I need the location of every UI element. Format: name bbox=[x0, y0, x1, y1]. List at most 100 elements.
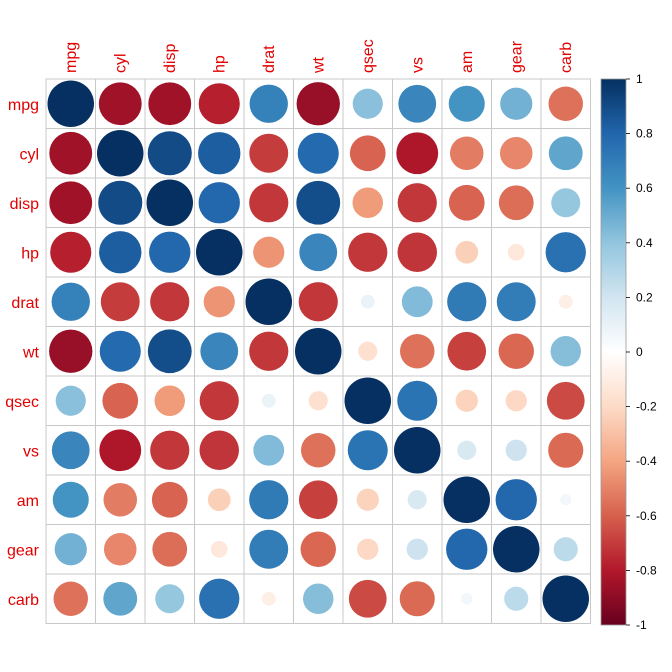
corr-circle-gear-vs bbox=[406, 538, 428, 560]
corr-circle-disp-cyl bbox=[98, 180, 143, 225]
corr-circle-am-disp bbox=[151, 481, 188, 518]
corr-circle-drat-qsec bbox=[360, 294, 375, 309]
corr-circle-carb-cyl bbox=[103, 581, 138, 616]
corr-circle-disp-am bbox=[448, 184, 485, 221]
row-label-gear: gear bbox=[7, 542, 40, 559]
corr-circle-qsec-drat bbox=[261, 393, 276, 408]
corr-circle-disp-wt bbox=[296, 180, 341, 225]
corr-circle-am-vs bbox=[407, 490, 427, 510]
corr-circle-mpg-wt bbox=[296, 82, 340, 126]
corr-circle-cyl-hp bbox=[198, 132, 241, 175]
corr-circle-carb-disp bbox=[155, 584, 185, 614]
column-label-mpg: mpg bbox=[63, 42, 80, 73]
corr-circle-vs-gear bbox=[505, 439, 527, 461]
corr-circle-qsec-hp bbox=[199, 381, 239, 421]
column-label-drat: drat bbox=[261, 45, 278, 73]
column-label-gear: gear bbox=[508, 40, 525, 73]
corr-circle-gear-am bbox=[446, 528, 488, 570]
corr-circle-am-gear bbox=[495, 479, 537, 521]
corr-circle-hp-hp bbox=[196, 229, 243, 276]
column-label-carb: carb bbox=[558, 42, 575, 73]
corr-circle-vs-disp bbox=[150, 430, 190, 470]
corr-circle-drat-hp bbox=[203, 286, 235, 318]
corr-circle-wt-drat bbox=[249, 331, 289, 371]
corr-circle-cyl-carb bbox=[548, 136, 583, 171]
corr-circle-carb-qsec bbox=[348, 579, 387, 618]
corr-circle-qsec-qsec bbox=[344, 377, 391, 424]
corr-circle-disp-gear bbox=[498, 185, 534, 221]
corr-circle-gear-carb bbox=[553, 537, 578, 562]
corr-circle-mpg-disp bbox=[148, 82, 192, 126]
corr-circle-qsec-carb bbox=[546, 381, 585, 420]
corr-circle-drat-wt bbox=[298, 282, 338, 322]
corr-circle-wt-vs bbox=[400, 334, 435, 369]
corr-circle-carb-am bbox=[461, 593, 473, 605]
corr-circle-cyl-drat bbox=[249, 133, 289, 173]
corr-circle-wt-wt bbox=[295, 328, 342, 375]
colorbar-tick-label: 1 bbox=[636, 72, 643, 86]
corr-circle-disp-vs bbox=[397, 183, 437, 223]
corr-circle-vs-vs bbox=[394, 427, 441, 474]
corr-circle-am-mpg bbox=[52, 481, 89, 518]
corr-circle-carb-vs bbox=[399, 581, 435, 617]
corr-circle-mpg-gear bbox=[500, 87, 533, 120]
row-label-drat: drat bbox=[11, 295, 39, 312]
column-label-qsec: qsec bbox=[360, 39, 377, 73]
corr-circle-qsec-wt bbox=[308, 391, 328, 411]
corr-circle-vs-wt bbox=[301, 433, 336, 468]
corr-circle-gear-drat bbox=[249, 529, 289, 569]
corr-circle-am-wt bbox=[298, 480, 338, 520]
corr-circle-hp-vs bbox=[397, 232, 437, 272]
corr-circle-cyl-cyl bbox=[97, 130, 144, 177]
row-label-qsec: qsec bbox=[5, 394, 39, 411]
corr-circle-carb-mpg bbox=[53, 581, 88, 616]
corr-circle-cyl-gear bbox=[499, 136, 533, 170]
corr-circle-mpg-qsec bbox=[352, 88, 383, 119]
corr-circle-cyl-vs bbox=[396, 132, 439, 175]
row-label-mpg: mpg bbox=[8, 97, 39, 114]
corr-circle-am-carb bbox=[560, 494, 572, 506]
row-label-hp: hp bbox=[21, 245, 39, 262]
corr-circle-cyl-qsec bbox=[349, 135, 386, 172]
corr-circle-vs-qsec bbox=[347, 430, 388, 471]
corr-circle-disp-drat bbox=[249, 183, 289, 223]
corr-circle-qsec-disp bbox=[154, 385, 185, 416]
corr-circle-carb-carb bbox=[542, 575, 589, 622]
colorbar-tick-label: 0.6 bbox=[636, 181, 653, 195]
corr-circle-wt-mpg bbox=[49, 329, 93, 373]
corr-circle-drat-drat bbox=[245, 278, 292, 325]
corr-circle-gear-cyl bbox=[103, 532, 137, 566]
corr-circle-gear-wt bbox=[300, 531, 336, 567]
corr-circle-cyl-wt bbox=[297, 132, 339, 174]
row-label-carb: carb bbox=[8, 592, 39, 609]
corr-circle-disp-qsec bbox=[352, 187, 383, 218]
corr-circle-disp-mpg bbox=[49, 181, 93, 225]
colorbar-tick-label: -0.4 bbox=[636, 454, 657, 468]
corr-circle-hp-mpg bbox=[50, 231, 92, 273]
corr-circle-qsec-vs bbox=[397, 380, 438, 421]
colorbar-tick-label: -1 bbox=[636, 618, 647, 632]
corr-circle-cyl-disp bbox=[147, 131, 192, 176]
column-label-vs: vs bbox=[409, 57, 426, 73]
corr-circle-qsec-cyl bbox=[102, 382, 139, 419]
colorbar-tick-label: 0.4 bbox=[636, 236, 653, 250]
colorbar-tick-label: 0.8 bbox=[636, 127, 653, 141]
row-label-disp: disp bbox=[10, 196, 39, 213]
colorbar-tick-label: -0.8 bbox=[636, 563, 657, 577]
corr-circle-carb-wt bbox=[303, 583, 334, 614]
corr-circle-gear-hp bbox=[210, 540, 228, 558]
corr-circle-vs-drat bbox=[253, 434, 285, 466]
corr-circle-hp-wt bbox=[299, 233, 338, 272]
corr-circle-wt-disp bbox=[147, 329, 192, 374]
column-label-disp: disp bbox=[162, 44, 179, 73]
corr-circle-drat-mpg bbox=[51, 282, 90, 321]
corr-circle-cyl-am bbox=[449, 136, 484, 171]
corr-circle-mpg-am bbox=[448, 85, 485, 122]
corr-circle-carb-drat bbox=[261, 591, 276, 606]
colorbar-tick-label: -0.2 bbox=[636, 400, 657, 414]
corr-circle-hp-am bbox=[455, 240, 479, 264]
corr-circle-wt-gear bbox=[498, 333, 534, 369]
corr-circle-mpg-carb bbox=[548, 86, 583, 121]
corr-circle-qsec-am bbox=[455, 389, 478, 412]
